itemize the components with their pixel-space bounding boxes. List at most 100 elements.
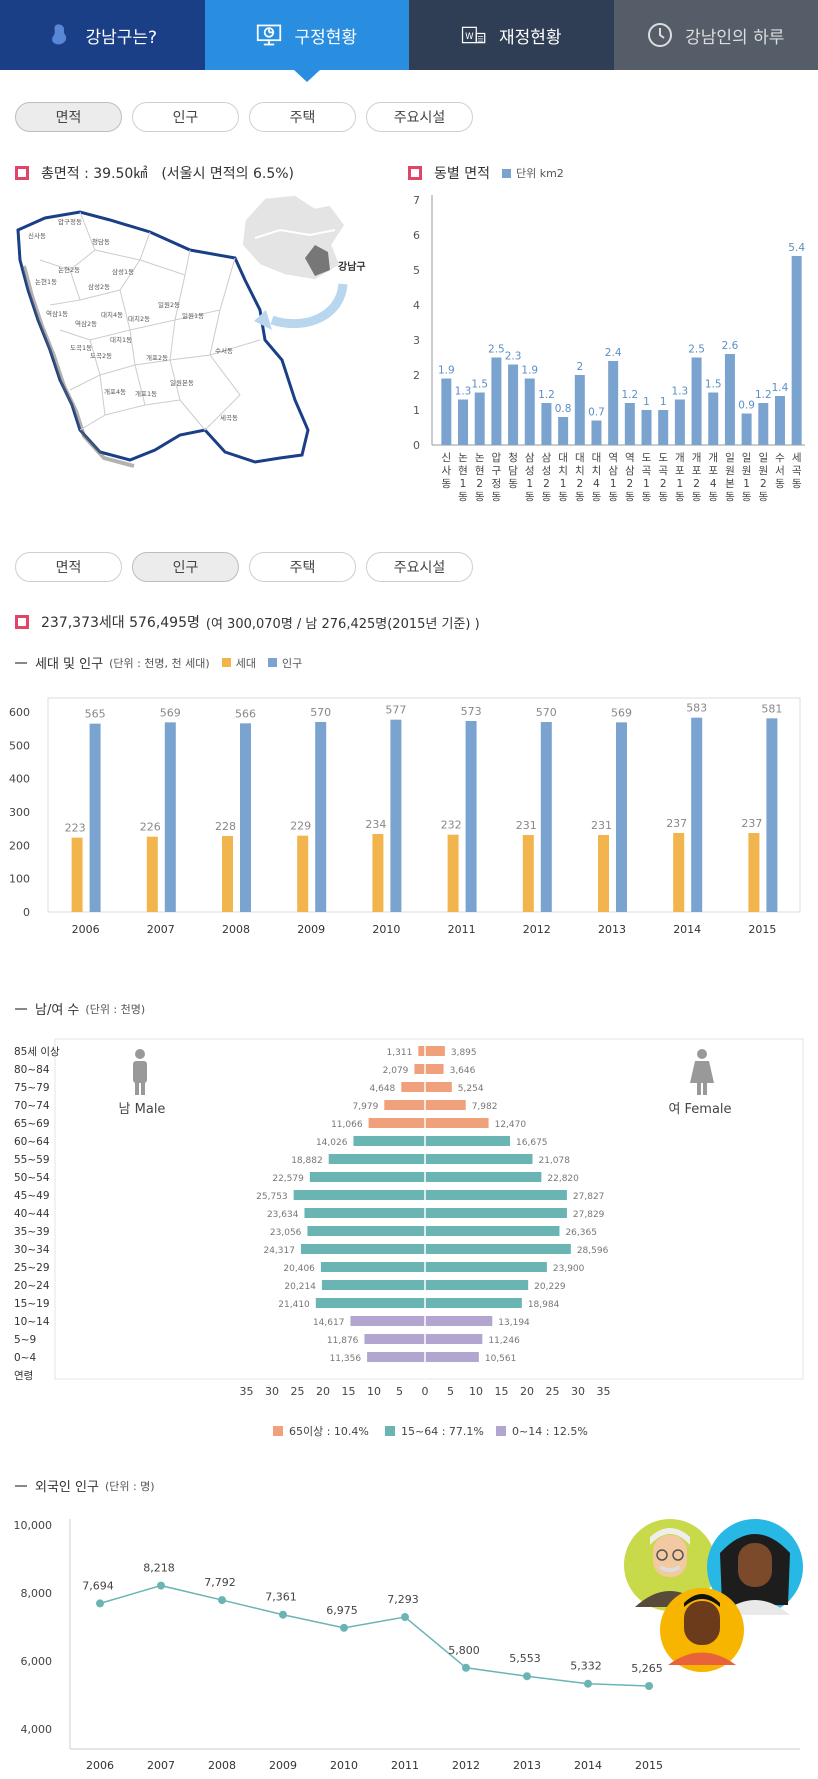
female-value-label: 22,820 [547,1174,579,1184]
legend-swatch [496,1426,506,1436]
nav-tab-gangnam[interactable]: 강남구는? [0,0,205,70]
bullet-square-icon [408,166,422,180]
male-bar [350,1316,425,1326]
female-bar [425,1118,489,1128]
male-bar [307,1226,425,1236]
inset-label: 강남구 [338,260,366,273]
active-tab-pointer [293,70,320,82]
female-value-label: 3,646 [450,1066,476,1076]
map-label: 일원2동 [158,300,180,309]
x-tick-label: 2010 [372,923,400,936]
bar-value-label: 1.5 [705,379,722,391]
subtab-population[interactable]: 인구 [132,552,239,582]
y-tick-label: 8,000 [21,1587,53,1600]
legend-label: 0~14 : 12.5% [512,1425,588,1438]
map-label: 개포1동 [135,389,157,398]
age-label: 85세 이상 [14,1046,60,1058]
nav-tab-finance[interactable]: W 재정현황 [409,0,614,70]
female-value-label: 18,984 [528,1300,560,1310]
woman-icon [707,1519,803,1615]
household-title: 세대 및 인구 [35,657,104,672]
subtab-facilities[interactable]: 주요시설 [366,552,473,582]
subtab-facilities[interactable]: 주요시설 [366,102,473,132]
population-bar [766,718,778,912]
bar-value-label: 1 [643,396,650,408]
y-tick-label: 2 [413,369,420,382]
male-bar [315,1298,425,1308]
bullet-square-icon [15,615,29,629]
bar-개포4동 [708,392,719,445]
subtab-housing[interactable]: 주택 [249,552,356,582]
x-tick-label: 15 [342,1385,356,1398]
subtab-housing[interactable]: 주택 [249,102,356,132]
legend-swatch [385,1426,395,1436]
male-bar [364,1334,425,1344]
sub-tabs-population: 면적 인구 주택 주요시설 [15,552,473,582]
point-value-label: 5,800 [448,1644,480,1657]
gender-unit: (단위 : 천명) [85,1002,146,1016]
age-axis-label: 연령 [14,1370,33,1382]
nav-tab-label: 강남인의 하루 [685,27,785,48]
point-value-label: 5,332 [570,1660,602,1673]
female-bar [425,1100,466,1110]
male-value-label: 25,753 [256,1192,288,1202]
bar-value-label: 2.3 [505,351,522,363]
subtab-population[interactable]: 인구 [132,102,239,132]
y-tick-label: 7 [413,194,420,207]
plot-frame [47,697,801,913]
sub-tabs-area: 면적 인구 주택 주요시설 [15,102,473,132]
y-tick-label: 200 [9,839,30,852]
bar-value-label: 1.3 [672,386,689,398]
female-value-label: 11,246 [488,1336,520,1346]
point-value-label: 7,293 [387,1593,419,1606]
map-label: 대치2동 [128,314,150,323]
male-value-label: 2,079 [383,1066,409,1076]
male-value-label: 11,876 [327,1336,359,1346]
male-bar [368,1118,425,1128]
subtab-area[interactable]: 면적 [15,102,122,132]
map-dong-labels: 압구정동 신사동 청담동 논현2동 삼성1동 논현1동 삼성2동 역삼1동 대치… [28,217,238,422]
household-value-label: 237 [741,817,762,830]
female-value-label: 12,470 [495,1120,527,1130]
x-tick-label: 10 [367,1385,381,1398]
nav-tab-status[interactable]: 구정현황 [204,0,409,82]
x-tick-label: 5 [396,1385,403,1398]
male-bar [418,1046,425,1056]
legend-label: 단위 km2 [515,167,564,180]
population-summary: 237,373세대 576,495명 (여 300,070명 / 남 276,4… [15,612,480,632]
map-label: 세곡동 [220,413,238,422]
male-value-label: 4,648 [370,1084,396,1094]
x-tick-label: 2015 [748,923,776,936]
plot-frame [54,1038,804,1380]
dong-area-heading: 동별 면적 단위 km2 [408,163,564,183]
female-value-label: 23,900 [553,1264,585,1274]
bar-삼성2동 [541,403,552,445]
female-bar [425,1190,567,1200]
data-point [462,1663,470,1672]
x-tick-label: 20 [520,1385,534,1398]
inset-arrow-head [254,310,272,330]
y-tick-label: 5 [413,264,420,277]
bar-value-label: 1.5 [471,379,488,391]
male-bar [321,1280,425,1290]
household-bar [522,835,534,912]
female-bar [425,1082,452,1092]
legend-label: 인구 [281,656,303,670]
population-value-label: 570 [536,706,557,719]
population-value-label: 583 [686,702,707,715]
household-bar [146,836,158,912]
subtab-area[interactable]: 면적 [15,552,122,582]
data-point [157,1581,165,1590]
age-label: 45~49 [14,1190,50,1202]
bar-value-label: 1.9 [438,365,455,377]
male-bar [401,1082,425,1092]
nav-tab-daily-life[interactable]: 강남인의 하루 [613,0,818,70]
bar-value-label: 1.2 [621,389,638,401]
household-bar [297,835,309,912]
